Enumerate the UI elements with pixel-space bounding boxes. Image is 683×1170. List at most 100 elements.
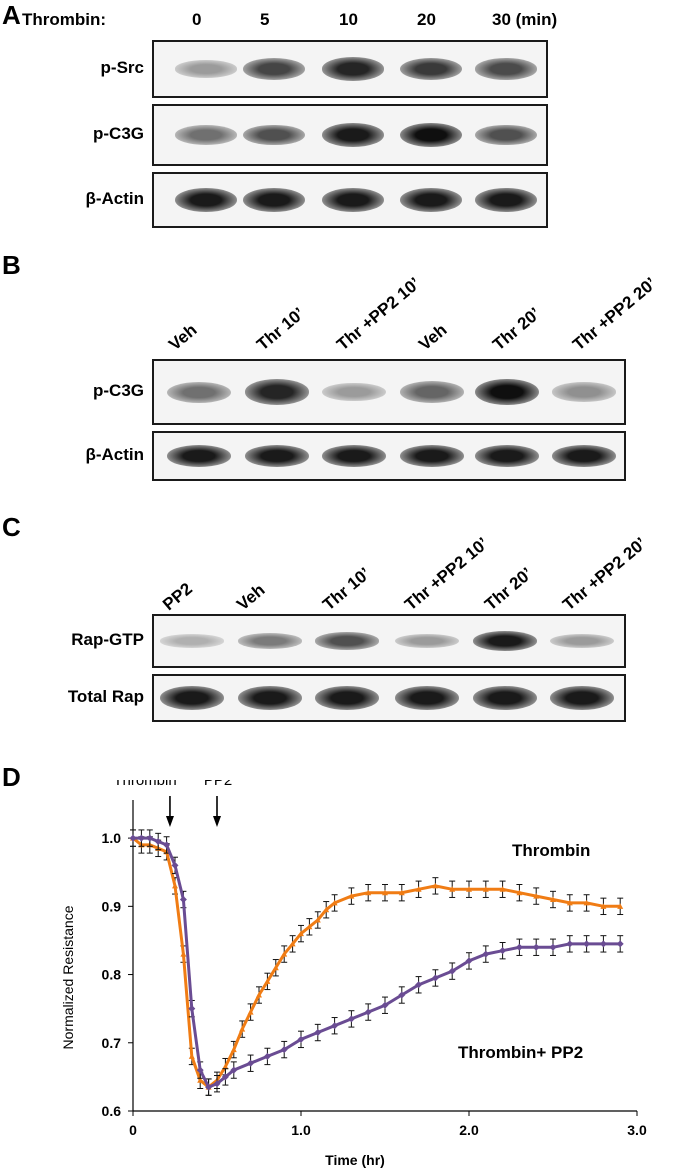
data-point-thrombin (432, 882, 439, 889)
protein-band (167, 381, 231, 403)
data-point-thrombin (323, 906, 330, 913)
protein-band (238, 686, 302, 710)
data-point-thrombin (348, 893, 355, 899)
data-point-thrombin-pp2 (566, 940, 574, 948)
data-point-thrombin-pp2 (179, 896, 187, 904)
lane-label: Thr 20’ (489, 303, 545, 355)
protein-band (322, 188, 384, 212)
protein-band (315, 686, 379, 710)
protein-band (175, 60, 237, 78)
protein-band (400, 122, 462, 148)
panel-d-letter: D (2, 762, 21, 792)
lane-label: Thr 20’ (481, 563, 537, 615)
data-point-thrombin-pp2 (381, 1001, 389, 1009)
data-point-thrombin-pp2 (213, 1080, 221, 1088)
data-point-thrombin-pp2 (499, 947, 507, 955)
lane-label: PP2 (159, 579, 196, 615)
data-point-thrombin (247, 1009, 254, 1015)
x-tick-label: 2.0 (459, 1122, 479, 1138)
data-point-thrombin (314, 916, 321, 923)
protein-band (550, 686, 614, 710)
y-axis-label: Normalized Resistance (60, 905, 76, 1049)
data-point-thrombin-pp2 (314, 1029, 322, 1037)
data-point-thrombin-pp2 (347, 1015, 355, 1023)
data-point-thrombin-pp2 (364, 1008, 372, 1016)
data-point-thrombin-pp2 (171, 861, 179, 869)
data-point-thrombin-pp2 (188, 1005, 196, 1013)
data-point-thrombin (306, 923, 313, 930)
protein-band (550, 634, 614, 648)
data-point-thrombin (617, 903, 624, 909)
protein-band (400, 445, 464, 467)
x-axis-label: Time (hr) (325, 1152, 385, 1168)
protein-band (400, 58, 462, 80)
data-point-thrombin-pp2 (398, 991, 406, 999)
data-point-thrombin-pp2 (129, 834, 137, 842)
blot-membrane (152, 674, 626, 722)
annotation-thrombin-pp2: Thrombin+ PP2 (458, 1043, 583, 1062)
panel-c-letter: C (2, 512, 21, 542)
lane-label: Thr +PP2 10’ (401, 533, 492, 615)
y-tick-label: 0.7 (102, 1035, 122, 1051)
protein-band (160, 686, 224, 710)
y-tick-label: 0.8 (102, 967, 122, 983)
blot-row-label: Rap-GTP (71, 630, 144, 649)
blot-membrane (152, 104, 548, 166)
protein-band (243, 188, 305, 212)
time-point-label: 20 (417, 10, 436, 29)
data-point-thrombin (566, 899, 573, 906)
data-point-thrombin (197, 1077, 204, 1083)
data-point-thrombin-pp2 (297, 1035, 305, 1043)
data-point-thrombin-pp2 (549, 943, 557, 951)
data-point-thrombin (264, 978, 271, 984)
arrow-head-pp2 (213, 816, 221, 827)
series-line-thrombin (132, 836, 621, 1090)
annotation-thrombin: Thrombin (512, 841, 590, 860)
protein-band (475, 58, 537, 80)
x-tick-label: 1.0 (291, 1122, 311, 1138)
data-point-thrombin-pp2 (482, 950, 490, 958)
blot-row-label: p-Src (100, 58, 144, 77)
protein-band (475, 188, 537, 212)
data-point-thrombin (331, 899, 338, 906)
data-point-thrombin (172, 882, 178, 889)
protein-band (473, 686, 537, 710)
data-point-thrombin (272, 964, 279, 971)
data-point-thrombin (600, 903, 607, 909)
y-tick-label: 1.0 (102, 830, 122, 846)
data-point-thrombin (550, 896, 556, 903)
data-point-thrombin (382, 889, 388, 896)
data-point-thrombin-pp2 (583, 940, 591, 948)
x-tick-label: 3.0 (627, 1122, 647, 1138)
data-point-thrombin-pp2 (532, 943, 540, 951)
data-point-thrombin (499, 886, 506, 892)
protein-band (552, 445, 616, 467)
protein-band (238, 633, 302, 649)
protein-band (243, 58, 305, 80)
data-point-thrombin-pp2 (230, 1066, 238, 1074)
protein-band (175, 125, 237, 145)
y-tick-label: 0.9 (102, 898, 122, 914)
panel-b-letter: B (2, 250, 21, 280)
lane-label: Thr +PP2 10’ (333, 273, 424, 355)
lane-label: Thr 10’ (319, 563, 375, 615)
data-point-thrombin (180, 951, 187, 957)
protein-band (475, 124, 537, 146)
data-point-thrombin-pp2 (263, 1052, 271, 1060)
data-point-thrombin-pp2 (247, 1059, 255, 1067)
protein-band (175, 188, 237, 212)
time-point-label: 0 (192, 10, 202, 29)
data-point-thrombin (583, 899, 590, 906)
protein-band (322, 445, 386, 467)
protein-band (475, 445, 539, 467)
blot-membrane (152, 172, 548, 228)
lane-label: Thr 10’ (253, 303, 309, 355)
blot-membrane (152, 40, 548, 98)
protein-band (395, 686, 459, 710)
blot-membrane (152, 614, 626, 668)
x-tick-label: 0 (129, 1122, 137, 1138)
data-point-thrombin (188, 1053, 195, 1059)
protein-band (400, 188, 462, 212)
data-point-thrombin-pp2 (616, 940, 624, 948)
protein-band (400, 381, 464, 403)
